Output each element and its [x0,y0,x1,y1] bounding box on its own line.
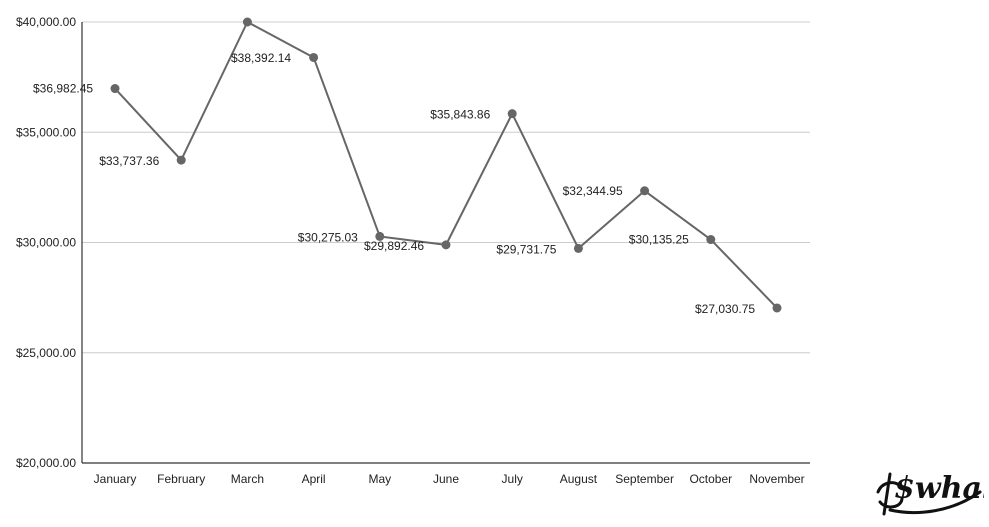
x-tick-label: October [689,472,732,486]
data-point [706,235,716,245]
y-tick-label: $30,000.00 [16,236,76,250]
y-tick-label: $25,000.00 [16,346,76,360]
data-point [375,231,385,241]
data-point [309,52,319,62]
y-tick-label: $35,000.00 [16,125,76,139]
data-label: $27,030.75 [695,302,755,316]
x-tick-label: May [368,472,391,486]
x-tick-label: August [560,472,598,486]
data-label: $35,843.86 [430,108,490,122]
data-label: $36,982.45 [33,82,93,96]
data-point [110,84,120,94]
data-point [573,243,583,253]
data-label: $32,344.95 [563,184,623,198]
x-tick-label: June [433,472,459,486]
data-label: $29,892.46 [364,239,424,253]
whale-logo: $whale [876,471,984,516]
x-tick-label: March [231,472,264,486]
data-point [640,186,650,196]
data-point [772,303,782,313]
watermark-text: $whale [894,471,984,506]
data-label: $38,392.14 [231,51,291,65]
x-tick-label: September [615,472,674,486]
x-axis-ticks: January February March April May June July Augu… [94,472,805,486]
x-tick-label: February [157,472,205,486]
data-point [441,240,451,250]
series-line [114,21,778,309]
x-tick-label: November [749,472,804,486]
series-layer [110,17,782,313]
data-labels: $36,982.45 $33,737.36 $38,392.14 $30,275.03… [33,51,755,316]
y-tick-label: $20,000.00 [16,456,76,470]
data-label: $30,135.25 [629,233,689,247]
data-label: $33,737.36 [99,154,159,168]
x-tick-label: July [502,472,523,486]
x-tick-label: April [302,472,326,486]
gridlines [82,21,810,354]
y-tick-label: $40,000.00 [16,15,76,29]
data-point [242,17,252,27]
data-label: $30,275.03 [298,230,358,244]
data-label: $29,731.75 [496,242,556,256]
data-point [507,109,517,119]
data-point [176,155,186,165]
x-tick-label: January [94,472,137,486]
y-axis-ticks: $20,000.00 $25,000.00 $30,000.00 $35,000.00… [16,15,76,470]
